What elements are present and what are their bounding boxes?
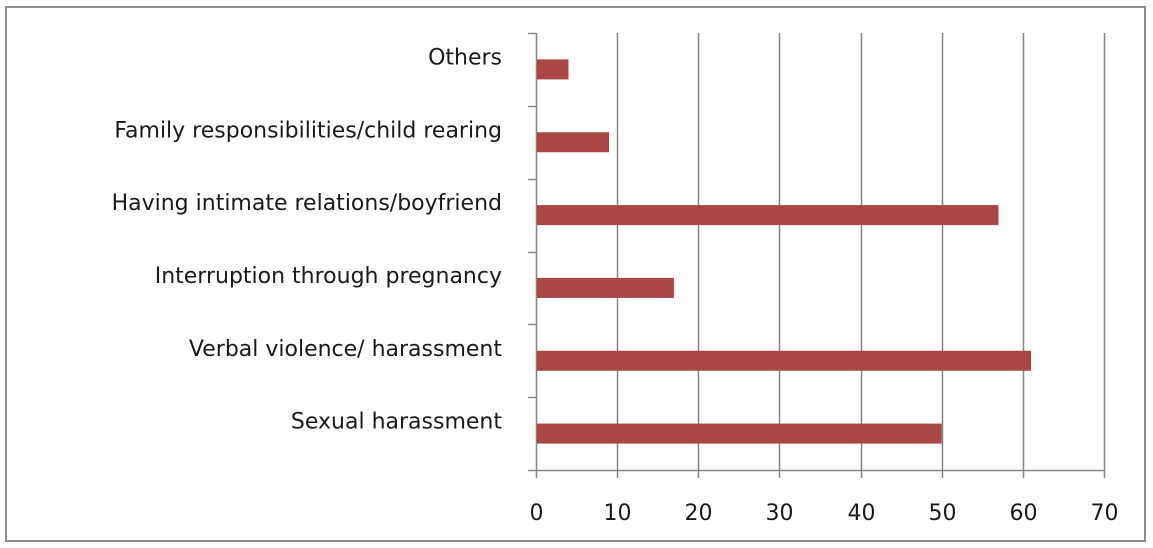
bars xyxy=(537,59,1031,444)
bar-6 xyxy=(537,423,942,444)
x-tick-label-30: 30 xyxy=(766,501,794,526)
bar-3 xyxy=(537,205,999,226)
category-label-1: Others xyxy=(428,45,502,70)
category-label-2: Family responsibilities/child rearing xyxy=(114,118,502,143)
axes xyxy=(528,32,1106,478)
category-label-3: Having intimate relations/boyfriend xyxy=(112,191,502,216)
bar-5 xyxy=(537,350,1031,371)
category-label-6: Sexual harassment xyxy=(291,410,502,435)
bar-4 xyxy=(537,277,674,298)
bar-1 xyxy=(537,59,569,80)
x-tick-label-60: 60 xyxy=(1010,501,1038,526)
chart-frame xyxy=(5,6,1146,542)
x-tick-label-50: 50 xyxy=(929,501,957,526)
x-tick-label-40: 40 xyxy=(848,501,876,526)
x-tick-label-20: 20 xyxy=(685,501,713,526)
gridlines xyxy=(616,33,1106,470)
bar-2 xyxy=(537,132,610,153)
x-tick-label-70: 70 xyxy=(1091,501,1119,526)
x-tick-label-10: 10 xyxy=(604,501,632,526)
category-label-5: Verbal violence/ harassment xyxy=(189,337,502,362)
category-label-4: Interruption through pregnancy xyxy=(155,264,502,289)
labels: 0 10 20 30 40 50 60 70 Others Family responsibili… xyxy=(112,45,1119,526)
x-tick-label-0: 0 xyxy=(530,501,544,526)
